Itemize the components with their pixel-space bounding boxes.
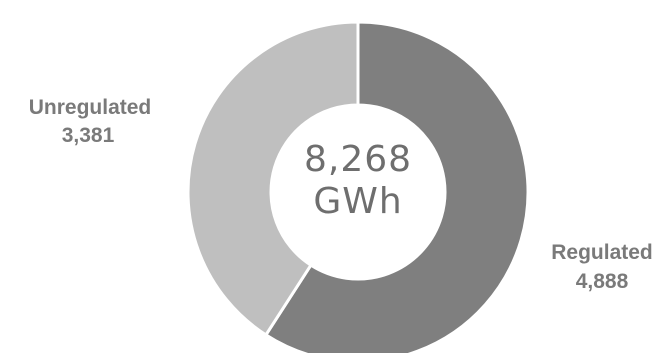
slice-label-regulated-value: 4,888 bbox=[576, 270, 629, 293]
slice-label-unregulated-value: 3,381 bbox=[62, 124, 115, 147]
slice-label-regulated-name: Regulated bbox=[551, 241, 653, 264]
donut-slices bbox=[186, 20, 530, 353]
slice-label-unregulated-name: Unregulated bbox=[29, 96, 152, 119]
center-total-unit: GWh bbox=[313, 181, 402, 222]
donut-slice-regulated bbox=[263, 20, 530, 353]
center-total-value: 8,268 bbox=[304, 139, 412, 180]
donut-slice-unregulated bbox=[186, 20, 360, 337]
